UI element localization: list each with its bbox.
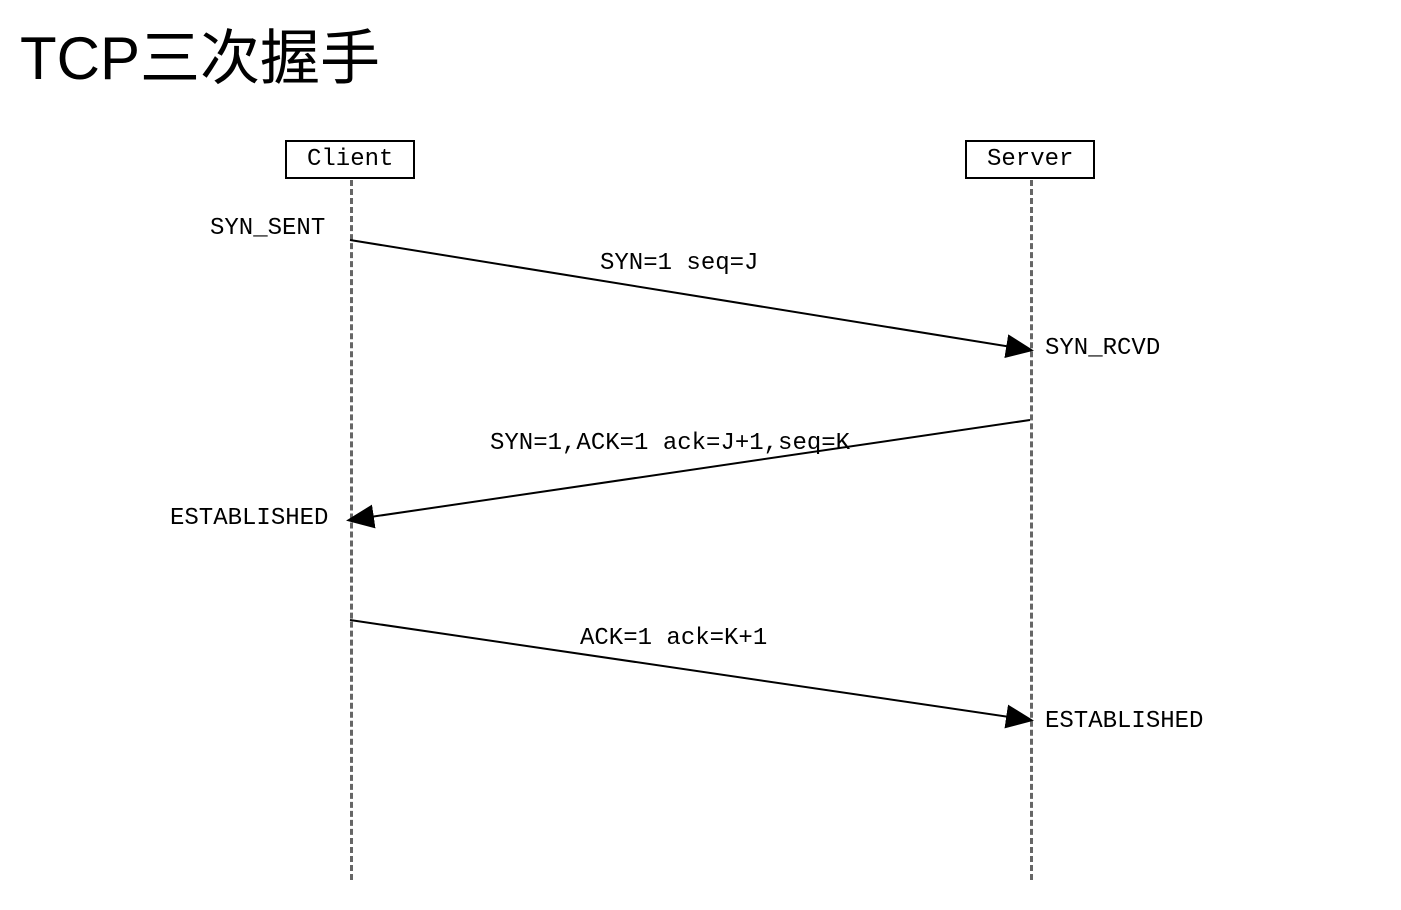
state-label-client-2: ESTABLISHED xyxy=(170,505,328,532)
lifeline-server xyxy=(1030,180,1033,880)
participant-server: Server xyxy=(965,140,1095,179)
page-title: TCP三次握手 xyxy=(20,10,380,97)
state-label-client-0: SYN_SENT xyxy=(210,215,325,242)
state-label-server-3: ESTABLISHED xyxy=(1045,708,1203,735)
lifeline-client xyxy=(350,180,353,880)
message-label-2: ACK=1 ack=K+1 xyxy=(580,625,767,652)
participant-client: Client xyxy=(285,140,415,179)
sequence-diagram: Client Server SYN=1 seq=J SYN=1,ACK=1 ack=… xyxy=(0,130,1401,910)
message-label-0: SYN=1 seq=J xyxy=(600,250,758,277)
state-label-server-1: SYN_RCVD xyxy=(1045,335,1160,362)
message-label-1: SYN=1,ACK=1 ack=J+1,seq=K xyxy=(490,430,850,457)
